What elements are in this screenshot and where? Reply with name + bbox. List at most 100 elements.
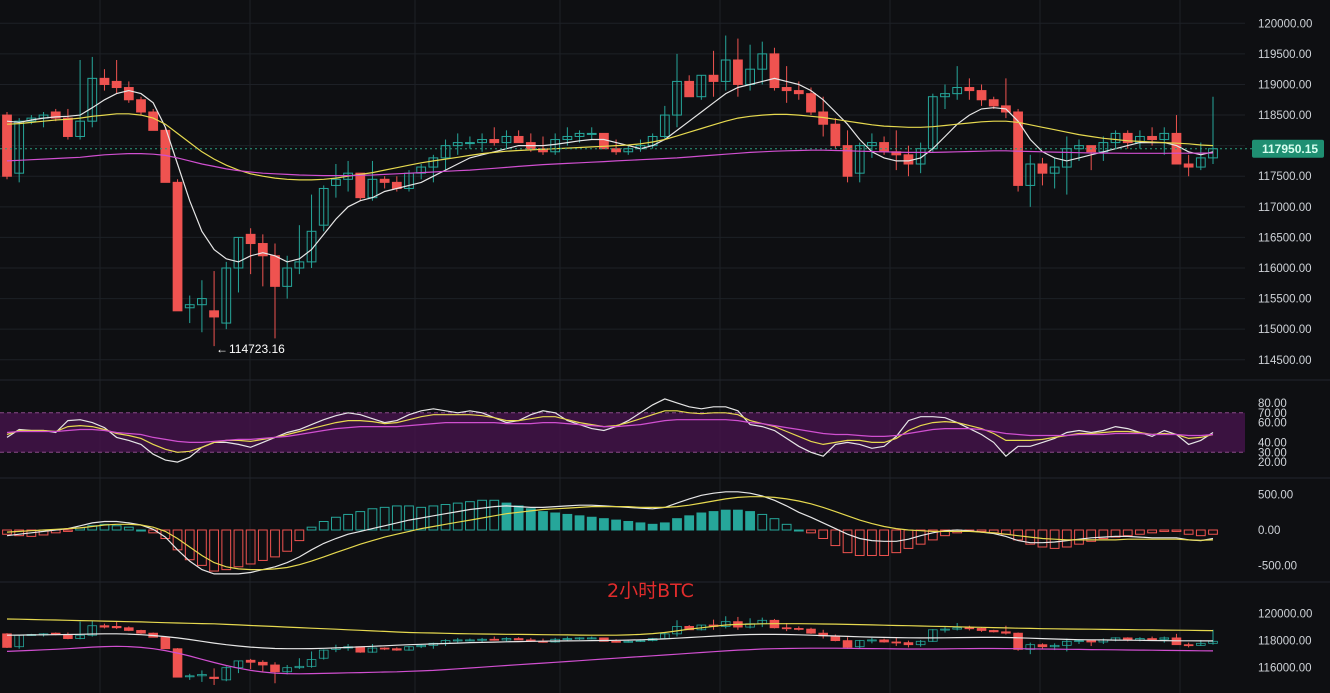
price-tick-label: 114500.00 — [1258, 355, 1312, 367]
candle-body — [1049, 166, 1060, 174]
current-price-label: 117950.15 — [1262, 142, 1318, 156]
boll-candle-body — [611, 640, 621, 643]
boll-candle-body — [258, 661, 268, 666]
candle-body — [197, 298, 207, 306]
boll-candle-body — [891, 641, 902, 644]
candle-body — [331, 178, 341, 186]
boll-candle-body — [172, 648, 183, 678]
candle-body — [428, 157, 439, 168]
macd-histogram-bar — [477, 499, 487, 531]
boll-tick-label: 116000.00 — [1258, 663, 1312, 675]
candle-body — [1183, 163, 1194, 168]
candle-body — [1110, 132, 1121, 144]
candle-body — [355, 172, 366, 199]
macd-histogram-bar — [599, 518, 609, 531]
macd-histogram-bar — [525, 508, 536, 531]
boll-middle-line — [6, 633, 1213, 650]
boll-candle-body — [197, 674, 207, 677]
candle-body — [672, 80, 682, 116]
low-price-label: 114723.16 — [229, 342, 285, 356]
macd-histogram-bar — [684, 515, 695, 531]
boll-candle-body — [1159, 637, 1170, 640]
candle-body — [209, 310, 219, 318]
candle-body — [513, 135, 524, 144]
candle-body — [306, 230, 317, 263]
macd-histogram-bar — [696, 512, 707, 531]
boll-candle-body — [879, 639, 889, 643]
boll-candle-body — [136, 630, 146, 634]
macd-histogram-bar — [282, 529, 293, 552]
macd-histogram-bar — [733, 509, 743, 531]
candle-body — [733, 59, 743, 85]
boll-candle-body — [562, 638, 573, 640]
candle-body — [245, 233, 256, 245]
macd-histogram-bar — [367, 508, 378, 531]
boll-candle-body — [477, 638, 487, 641]
candle-body — [501, 135, 512, 144]
price-tick-label: 119500.00 — [1258, 49, 1312, 61]
boll-candle-body — [1147, 638, 1157, 640]
boll-candle-body — [842, 640, 853, 648]
candle-body — [87, 77, 98, 122]
macd-histogram-bar — [440, 504, 451, 531]
boll-candle-body — [952, 627, 962, 630]
boll-candle-body — [465, 639, 475, 642]
boll-candle-body — [184, 675, 195, 678]
candle-body — [318, 187, 329, 226]
macd-histogram-bar — [842, 529, 853, 554]
candle-body — [964, 87, 975, 92]
macd-histogram-bar — [257, 529, 268, 561]
macd-histogram-bar — [867, 529, 877, 556]
macd-histogram-bar — [221, 529, 232, 571]
boll-upper-line — [6, 618, 1214, 636]
price-tick-label: 120000.00 — [1258, 18, 1312, 30]
macd-histogram-bar — [1159, 529, 1170, 532]
macd-histogram-bar — [769, 518, 780, 531]
boll-candle-body — [854, 640, 865, 648]
macd-tick-label: 0.00 — [1258, 525, 1280, 537]
candle-body — [1074, 145, 1084, 150]
macd-histogram-bar — [672, 518, 682, 531]
boll-candle-body — [794, 628, 804, 630]
macd-histogram-bar — [136, 529, 146, 532]
rsi-tick-label: 60.00 — [1258, 418, 1287, 430]
macd-histogram-bar — [586, 516, 597, 531]
boll-candle-body — [574, 637, 585, 640]
candle-body — [452, 142, 463, 147]
candle-body — [793, 90, 804, 95]
candle-body — [903, 154, 914, 165]
boll-candle-body — [367, 647, 378, 653]
rsi-slow-line — [6, 419, 1214, 443]
macd-histogram-bar — [659, 522, 670, 531]
boll-candle-body — [1049, 644, 1060, 648]
rsi-tick-label: 80.00 — [1258, 398, 1287, 410]
candle-body — [1147, 135, 1157, 141]
boll-candle-body — [87, 625, 98, 636]
boll-candle-body — [988, 630, 999, 633]
candle-body — [842, 145, 853, 177]
macd-histogram-bar — [1135, 529, 1145, 535]
macd-histogram-bar — [708, 511, 719, 531]
boll-candle-body — [489, 638, 500, 641]
macd-histogram-bar — [781, 523, 792, 531]
boll-candle-body — [903, 642, 914, 646]
price-tick-label: 119000.00 — [1258, 80, 1312, 92]
boll-candle-body — [124, 627, 134, 631]
boll-candle-body — [2, 633, 12, 648]
candle-body — [1122, 132, 1133, 144]
macd-histogram-bar — [306, 526, 317, 531]
boll-candle-body — [501, 638, 512, 641]
boll-candle-body — [75, 634, 85, 639]
boll-candle-body — [635, 640, 646, 643]
macd-histogram-bar — [1171, 529, 1182, 532]
ma-mid-line — [6, 113, 1214, 181]
boll-candle-body — [209, 676, 219, 679]
candle-body — [14, 120, 25, 174]
macd-histogram-bar — [1074, 529, 1084, 545]
boll-candle-body — [915, 640, 926, 646]
candle-body — [221, 267, 232, 324]
boll-candle-body — [379, 647, 390, 650]
macd-histogram-bar — [1098, 529, 1109, 539]
